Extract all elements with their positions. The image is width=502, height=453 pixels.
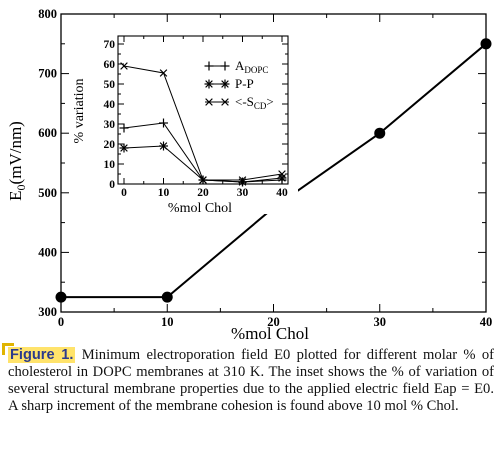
inset-x-tick-label: 30: [237, 187, 249, 199]
inset-y-tick-label: 70: [104, 39, 116, 51]
inset-data-point: [278, 170, 286, 178]
caption-marker-icon: [2, 343, 14, 355]
legend-marker-1: [220, 79, 230, 89]
main-y-tick-label: 500: [38, 186, 57, 200]
inset-x-tick-label: 0: [121, 187, 127, 199]
inset-y-tick-label: 30: [104, 119, 116, 131]
inset-data-point: [238, 176, 247, 184]
inset-y-tick-label: 60: [104, 59, 116, 71]
inset-x-tick-label: 10: [158, 187, 170, 199]
inset-y-tick-label: 0: [109, 179, 115, 191]
inset-y-tick-label: 20: [104, 139, 116, 151]
legend-marker-2: [221, 98, 229, 106]
inset-data-point: [159, 118, 168, 128]
main-x-tick-label: 10: [161, 315, 174, 329]
inset-data-point: [199, 176, 207, 184]
legend-label-scd: <-SCD>: [235, 94, 274, 111]
inset-data-point: [119, 123, 129, 133]
main-x-tick-label: 0: [58, 315, 64, 329]
main-x-tick-label: 30: [374, 315, 387, 329]
figure-caption: Figure 1. Minimum electroporation field …: [8, 347, 494, 415]
main-y-tick-label: 400: [38, 245, 57, 259]
legend-marker-2: [205, 98, 213, 106]
figure-label: Figure 1.: [8, 347, 76, 363]
main-data-point: [55, 291, 67, 303]
inset-y-tick-label: 50: [104, 79, 116, 91]
svg-text:E0(mV/nm): E0(mV/nm): [6, 121, 28, 201]
legend-label-pp: P-P: [235, 76, 254, 91]
main-data-point: [374, 127, 386, 139]
legend-marker-1: [204, 79, 214, 89]
inset-legend: ADOPC P-P <-SCD>: [204, 58, 274, 111]
caption-text: Minimum electroporation field E0 plotted…: [8, 347, 494, 414]
inset-data-point: [120, 62, 128, 70]
inset-data-point: [159, 141, 168, 151]
inset-x-axis-label: %mol Chol: [168, 201, 232, 216]
main-x-tick-label: 40: [480, 315, 493, 329]
main-data-point: [161, 291, 173, 303]
main-x-tick-label: 20: [267, 315, 280, 329]
main-y-tick-label: 700: [38, 67, 57, 81]
inset-y-tick-label: 10: [104, 159, 116, 171]
main-x-axis-label: %mol Chol: [231, 324, 309, 343]
inset-y-tick-label: 40: [104, 99, 116, 111]
inset-plot-series: [119, 62, 287, 187]
inset-x-tick-label: 20: [197, 187, 209, 199]
inset-data-point: [159, 69, 168, 77]
legend-marker-0: [204, 61, 214, 71]
legend-label-adopc: ADOPC: [235, 58, 268, 75]
inset-x-tick-label: 40: [276, 187, 288, 199]
main-y-tick-label: 800: [38, 7, 57, 21]
main-data-point: [480, 38, 492, 50]
legend-marker-0: [220, 61, 230, 71]
main-y-axis-label: E0(mV/nm): [6, 121, 28, 201]
inset-y-axis-label: % variation: [72, 79, 87, 144]
inset-data-point: [119, 143, 129, 153]
inset-plot-axes: 0 10 20 30 40 0 10 20 30 40 50 60 70: [104, 35, 289, 199]
inset-data-point: [238, 177, 247, 187]
main-y-tick-label: 300: [38, 305, 57, 319]
main-y-tick-label: 600: [38, 126, 57, 140]
